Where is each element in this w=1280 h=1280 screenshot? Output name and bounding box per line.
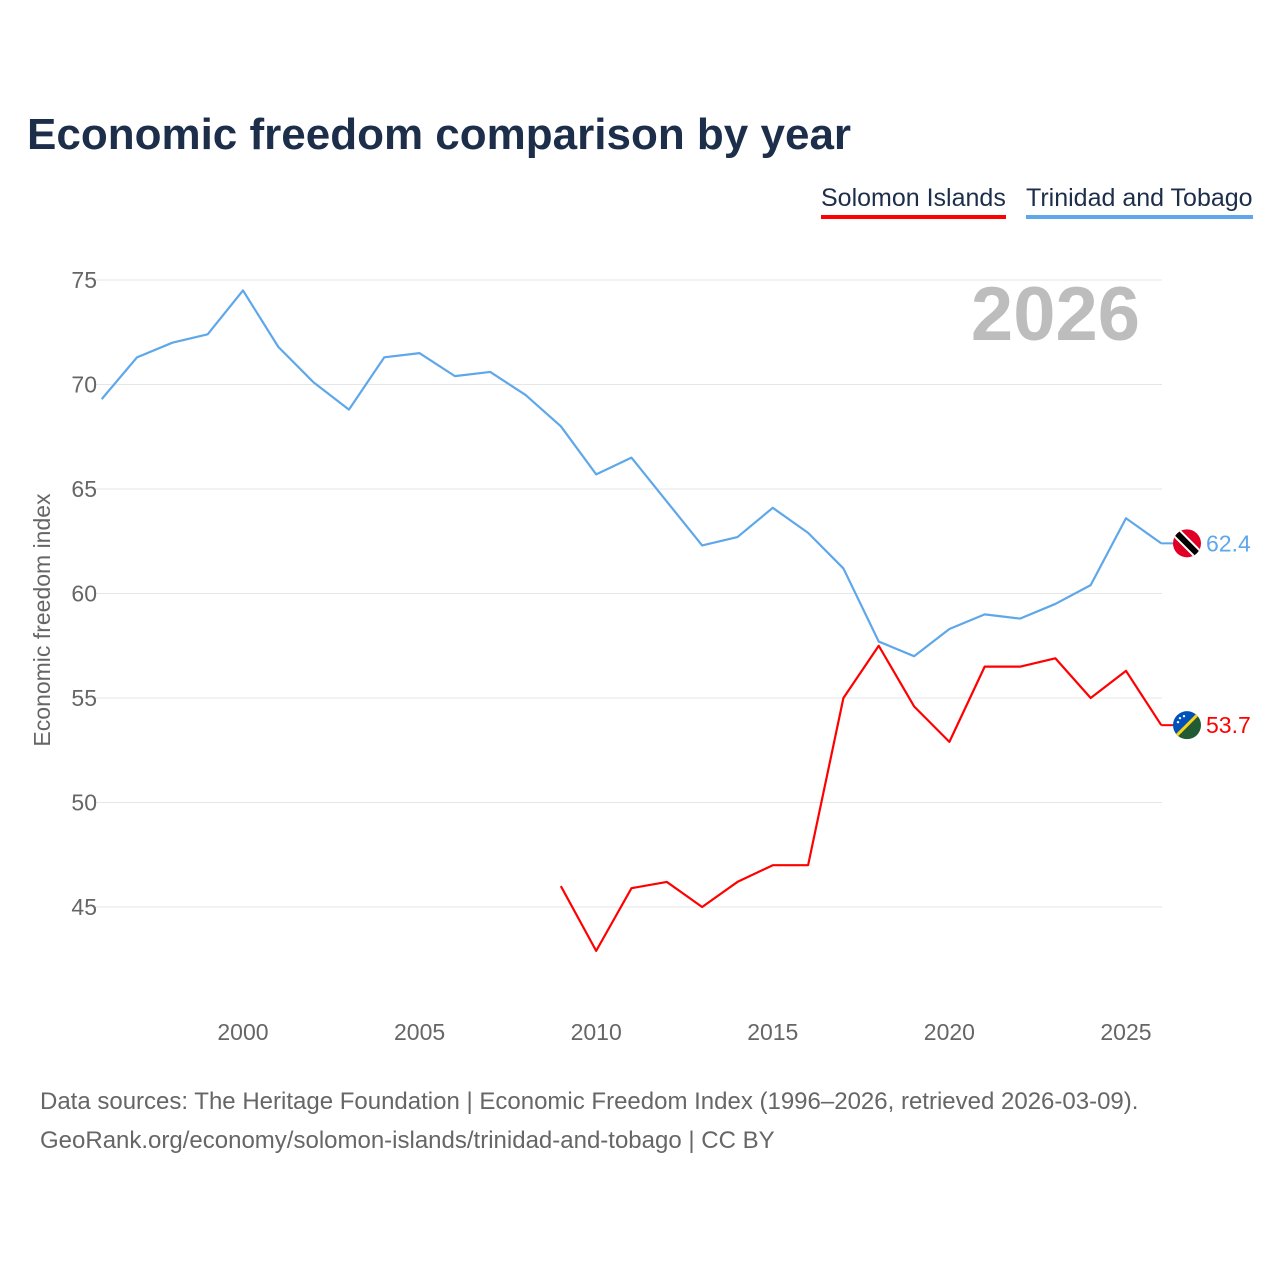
data-point-solomon-islands xyxy=(1088,695,1094,701)
data-point-trinidad-and-tobago xyxy=(1017,616,1023,622)
data-point-trinidad-and-tobago xyxy=(381,354,387,360)
data-point-solomon-islands xyxy=(946,739,952,745)
flag-icon-trinidad-and-tobago xyxy=(1173,529,1201,558)
x-tick-label: 2020 xyxy=(924,1019,975,1045)
data-point-trinidad-and-tobago xyxy=(629,455,635,461)
data-point-trinidad-and-tobago xyxy=(275,344,281,350)
y-tick-label: 75 xyxy=(71,267,97,293)
data-point-trinidad-and-tobago xyxy=(1052,601,1058,607)
data-point-trinidad-and-tobago xyxy=(840,565,846,571)
x-tick-label: 2025 xyxy=(1100,1019,1151,1045)
data-point-solomon-islands xyxy=(629,885,635,891)
data-point-trinidad-and-tobago xyxy=(169,340,175,346)
data-point-trinidad-and-tobago xyxy=(558,423,564,429)
series-line-solomon-islands xyxy=(559,644,1163,952)
end-value-label-trinidad-and-tobago: 62.4 xyxy=(1206,530,1251,556)
data-point-trinidad-and-tobago xyxy=(205,331,211,337)
data-point-trinidad-and-tobago xyxy=(876,639,882,645)
data-point-solomon-islands xyxy=(770,862,776,868)
data-point-trinidad-and-tobago xyxy=(664,499,670,505)
x-tick-label: 2010 xyxy=(571,1019,622,1045)
data-point-solomon-islands xyxy=(699,904,705,910)
data-point-trinidad-and-tobago xyxy=(346,407,352,413)
data-point-solomon-islands xyxy=(664,879,670,885)
data-point-solomon-islands xyxy=(558,883,564,889)
y-axis-label: Economic freedom index xyxy=(29,493,55,747)
y-tick-label: 45 xyxy=(71,894,97,920)
data-point-trinidad-and-tobago xyxy=(134,354,140,360)
data-point-trinidad-and-tobago xyxy=(734,534,740,540)
data-point-trinidad-and-tobago xyxy=(946,626,952,632)
legend-trinidad-and-tobago[interactable]: Trinidad and Tobago xyxy=(1026,184,1253,219)
data-point-trinidad-and-tobago xyxy=(417,350,423,356)
data-point-trinidad-and-tobago xyxy=(1123,515,1129,521)
legend-solomon-islands[interactable]: Solomon Islands xyxy=(821,184,1006,219)
data-point-trinidad-and-tobago xyxy=(523,392,529,398)
footer-link[interactable]: GeoRank.org/economy/solomon-islands/trin… xyxy=(40,1127,775,1154)
data-point-trinidad-and-tobago xyxy=(452,373,458,379)
data-point-trinidad-and-tobago xyxy=(911,653,917,659)
year-watermark: 2026 xyxy=(971,272,1140,357)
data-point-trinidad-and-tobago xyxy=(593,471,599,477)
data-point-trinidad-and-tobago xyxy=(487,369,493,375)
data-point-trinidad-and-tobago xyxy=(699,542,705,548)
data-point-trinidad-and-tobago xyxy=(770,505,776,511)
data-point-solomon-islands xyxy=(1052,655,1058,661)
data-point-trinidad-and-tobago xyxy=(99,396,105,402)
footer-sources: Data sources: The Heritage Foundation | … xyxy=(40,1088,1139,1115)
data-point-trinidad-and-tobago xyxy=(1088,582,1094,588)
y-tick-label: 55 xyxy=(71,685,97,711)
data-point-solomon-islands xyxy=(1123,668,1129,674)
x-tick-label: 2000 xyxy=(217,1019,268,1045)
y-tick-label: 50 xyxy=(71,790,97,816)
chart-title: Economic freedom comparison by year xyxy=(27,110,852,159)
x-tick-label: 2015 xyxy=(747,1019,798,1045)
data-point-solomon-islands xyxy=(734,879,740,885)
data-point-trinidad-and-tobago xyxy=(982,611,988,617)
data-point-solomon-islands xyxy=(982,664,988,670)
y-tick-label: 60 xyxy=(71,581,97,607)
data-point-trinidad-and-tobago xyxy=(805,530,811,536)
series-line-trinidad-and-tobago xyxy=(100,289,1162,658)
data-point-trinidad-and-tobago xyxy=(240,287,246,293)
y-tick-label: 70 xyxy=(71,372,97,398)
end-value-label-solomon-islands: 53.7 xyxy=(1206,712,1251,738)
data-point-solomon-islands xyxy=(805,862,811,868)
data-point-solomon-islands xyxy=(593,948,599,954)
data-point-solomon-islands xyxy=(911,703,917,709)
data-point-solomon-islands xyxy=(840,695,846,701)
x-tick-label: 2005 xyxy=(394,1019,445,1045)
flag-icon-solomon-islands xyxy=(1173,711,1201,740)
y-tick-label: 65 xyxy=(71,476,97,502)
data-point-trinidad-and-tobago xyxy=(311,379,317,385)
data-point-solomon-islands xyxy=(1017,664,1023,670)
